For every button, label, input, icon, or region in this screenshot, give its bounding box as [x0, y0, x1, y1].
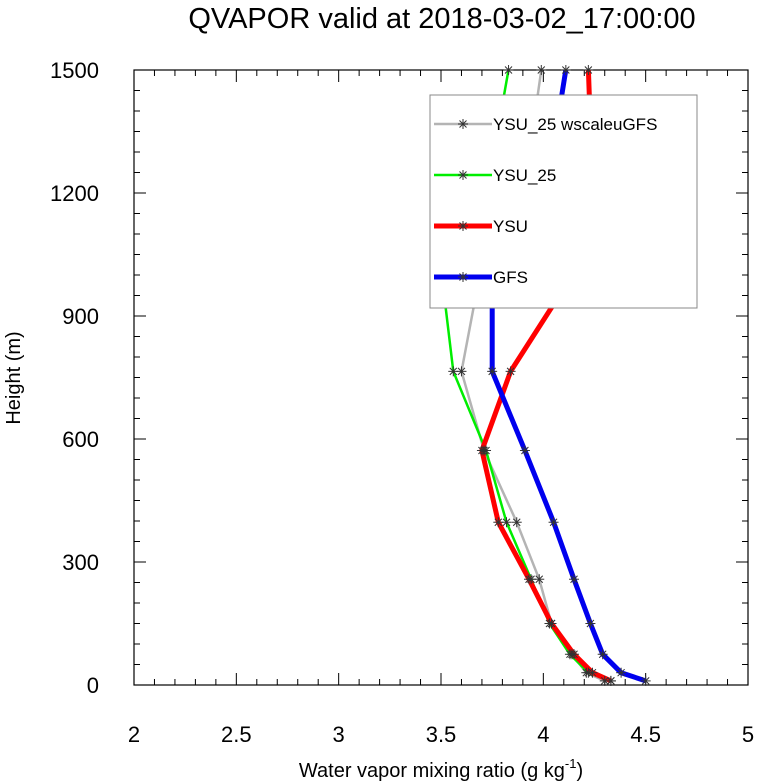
data-point-marker — [605, 675, 616, 686]
legend-marker — [458, 119, 468, 129]
legend-box — [429, 94, 698, 309]
x-tick-label: 3.5 — [426, 722, 457, 747]
data-point-marker — [448, 366, 459, 377]
legend-label-3: GFS — [493, 268, 528, 287]
data-point-marker — [587, 667, 598, 678]
y-tick-labels: 0 300 600 900 1200 1500 — [50, 58, 99, 698]
data-point-marker — [493, 517, 504, 528]
y-tick-label: 600 — [62, 427, 99, 452]
data-point-marker — [511, 517, 522, 528]
legend-marker — [458, 272, 468, 282]
x-tick-label: 2.5 — [221, 722, 252, 747]
x-tick-label: 4 — [537, 722, 549, 747]
x-tick-label: 2 — [128, 722, 140, 747]
data-point-marker — [546, 618, 557, 629]
y-tick-label: 1200 — [50, 181, 99, 206]
data-point-marker — [476, 445, 487, 456]
legend-label-2: YSU — [493, 217, 528, 236]
y-axis-label: Height (m) — [3, 331, 25, 424]
x-axis-label-superscript: -1 — [565, 756, 577, 771]
data-point-marker — [487, 366, 498, 377]
data-point-marker — [505, 366, 516, 377]
data-point-marker — [640, 675, 651, 686]
data-point-marker — [616, 667, 627, 678]
x-tick-label: 3 — [333, 722, 345, 747]
chart-title: QVAPOR valid at 2018-03-02_17:00:00 — [188, 3, 695, 35]
data-point-marker — [524, 574, 535, 585]
legend-label-1: YSU_25 — [493, 166, 556, 185]
x-tick-label: 5 — [742, 722, 754, 747]
data-point-marker — [597, 649, 608, 660]
data-point-marker — [560, 65, 571, 75]
legend: YSU_25 wscaleuGFS YSU_25 YSU GFS — [434, 115, 657, 287]
legend-marker — [458, 170, 468, 180]
data-point-marker — [583, 65, 594, 75]
y-tick-label: 0 — [87, 673, 99, 698]
data-point-marker — [536, 65, 547, 75]
data-point-marker — [519, 445, 530, 456]
data-point-marker — [569, 574, 580, 585]
y-tick-label: 1500 — [50, 58, 99, 83]
data-point-marker — [548, 517, 559, 528]
y-tick-label: 900 — [62, 304, 99, 329]
x-tick-label: 4.5 — [630, 722, 661, 747]
legend-marker — [458, 221, 468, 231]
data-point-marker — [503, 65, 514, 75]
data-point-marker — [569, 649, 580, 660]
data-point-marker — [585, 618, 596, 629]
tick-marks — [133, 69, 749, 686]
x-tick-labels: 2 2.5 3 3.5 4 4.5 5 — [128, 722, 754, 747]
y-tick-label: 300 — [62, 550, 99, 575]
x-axis-label: Water vapor mixing ratio (g kg-1) — [299, 756, 583, 782]
legend-label-0: YSU_25 wscaleuGFS — [493, 115, 657, 134]
